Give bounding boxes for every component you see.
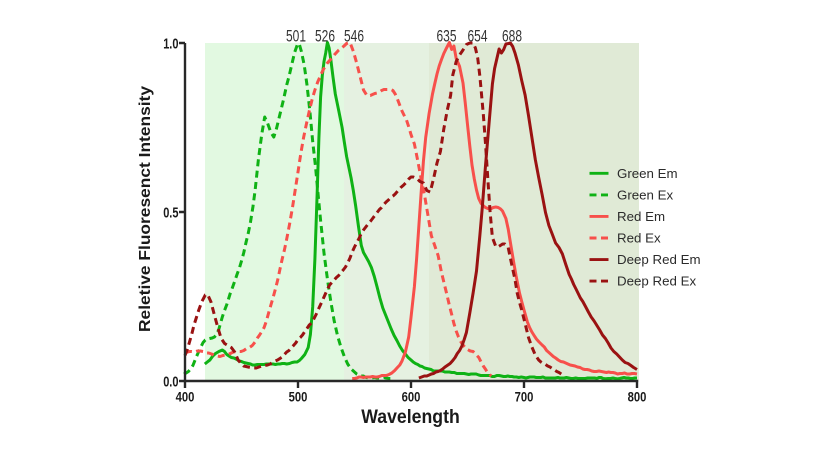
- svg-text:600: 600: [402, 389, 421, 405]
- svg-text:Reletive Fluoresenct Intensity: Reletive Fluoresenct Intensity: [137, 86, 154, 332]
- svg-text:500: 500: [289, 389, 308, 405]
- svg-text:546: 546: [344, 27, 364, 46]
- svg-text:Deep Red Em: Deep Red Em: [617, 252, 701, 267]
- svg-text:0.0: 0.0: [163, 374, 178, 390]
- svg-text:800: 800: [628, 389, 647, 405]
- svg-text:Green Ex: Green Ex: [617, 188, 674, 203]
- svg-text:700: 700: [515, 389, 534, 405]
- svg-text:Red Em: Red Em: [617, 209, 665, 224]
- svg-text:Green Em: Green Em: [617, 166, 678, 181]
- svg-text:688: 688: [502, 27, 522, 46]
- svg-text:Deep Red Ex: Deep Red Ex: [617, 274, 696, 289]
- svg-text:Wavelength: Wavelength: [361, 407, 460, 428]
- svg-text:Red Ex: Red Ex: [617, 231, 661, 246]
- svg-text:0.5: 0.5: [163, 205, 178, 221]
- svg-text:654: 654: [468, 27, 488, 46]
- svg-text:526: 526: [315, 27, 335, 46]
- svg-text:635: 635: [437, 27, 457, 46]
- svg-text:400: 400: [176, 389, 195, 405]
- svg-text:1.0: 1.0: [163, 36, 178, 52]
- svg-text:501: 501: [286, 27, 306, 46]
